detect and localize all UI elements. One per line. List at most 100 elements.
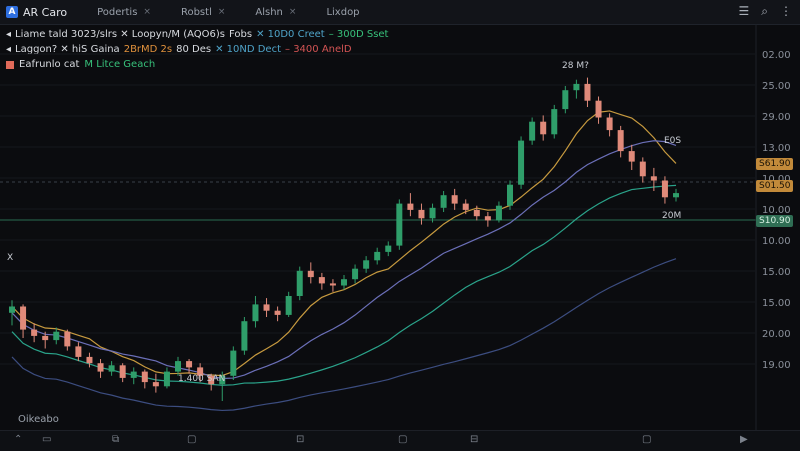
top-icons: ☰ ⌕ ⋮ <box>739 4 793 19</box>
tab-podertis[interactable]: Podertis × <box>97 7 151 18</box>
annotation-label: X <box>7 253 14 263</box>
candle-down <box>595 100 602 118</box>
tab-alshn[interactable]: Alshn × <box>255 7 296 18</box>
candle-up <box>673 193 679 198</box>
more-icon[interactable]: ⋮ <box>780 4 792 18</box>
indicator-legend: ◂ Liame tald 3023/slrs ✕ Loopyn/M (AQO6)… <box>6 27 388 72</box>
close-icon[interactable]: × <box>217 7 226 17</box>
candle-up <box>285 296 292 315</box>
candle-up <box>518 140 525 185</box>
candle-up <box>241 321 248 351</box>
search-icon[interactable]: ⌕ <box>761 4 768 18</box>
legend-text: M Litce Geach <box>84 59 156 70</box>
zoom-icon[interactable]: ⊡ <box>296 434 305 445</box>
logo-icon: A <box>6 6 18 18</box>
tab-robstl[interactable]: Robstl × <box>181 7 225 18</box>
peak-label: 28 M? <box>562 61 589 71</box>
price-axis[interactable]: 02.00 25.00 29.00 13.00 10.00 10.00 10.00 15.00… <box>755 24 791 430</box>
box-icon[interactable]: ▢ <box>398 434 408 445</box>
frame-icon[interactable]: ▢ <box>187 434 197 445</box>
legend-text: – 3400 AnelD <box>285 44 352 55</box>
candle-down <box>208 375 215 385</box>
close-icon[interactable]: × <box>143 7 151 17</box>
price-tag: S61.90 <box>756 158 794 170</box>
legend-row-3[interactable]: Eafrunlo cat M Litce Geach <box>6 57 388 72</box>
candle-down <box>473 209 480 217</box>
play-icon[interactable]: ▶ <box>740 434 748 445</box>
candle-down <box>628 151 635 162</box>
candle-down <box>64 331 71 347</box>
tab-label: Podertis <box>97 6 138 18</box>
candle-up <box>230 350 237 376</box>
candle-up <box>363 260 370 269</box>
price-tag: S10.90 <box>756 215 794 227</box>
annotation-label: E0S <box>664 136 682 146</box>
legend-row-1[interactable]: ◂ Liame tald 3023/slrs ✕ Loopyn/M (AQO6)… <box>6 27 388 42</box>
tab-lixdop[interactable]: Lixdop <box>326 7 359 18</box>
price-axis-label: 19.00 <box>762 360 791 371</box>
candle-down <box>197 367 204 376</box>
candle-up <box>385 245 392 252</box>
snapshot-icon[interactable]: ⊟ <box>470 434 479 445</box>
price-axis-label: 15.00 <box>762 298 791 309</box>
price-axis-label: 02.00 <box>762 50 791 61</box>
candle-down <box>75 346 82 357</box>
candle-down <box>152 382 159 387</box>
candle-down <box>462 203 469 210</box>
candle-up <box>396 203 403 246</box>
candle-down <box>141 371 148 383</box>
close-icon[interactable]: × <box>288 7 297 17</box>
candle-up <box>440 195 447 208</box>
candle-down <box>42 335 49 341</box>
candle-down <box>617 130 624 152</box>
legend-arrow-icon: ◂ <box>6 44 12 55</box>
candle-up <box>341 279 347 286</box>
candle-down <box>263 304 270 311</box>
candle-down <box>606 117 613 131</box>
tab-label: Robstl <box>180 6 212 18</box>
drag-icon[interactable]: ⌃ <box>14 434 23 445</box>
candle-down <box>451 195 458 204</box>
candle-down <box>119 365 126 378</box>
ma-blue-line <box>11 140 677 380</box>
candle-up <box>429 207 436 219</box>
app-logo[interactable]: A AR Caro <box>6 6 67 19</box>
price-axis-label: 20.00 <box>762 329 791 340</box>
candle-down <box>86 356 93 364</box>
candle-down <box>97 363 104 372</box>
compare-icon[interactable]: ⧉ <box>112 434 120 445</box>
candle-down <box>186 361 193 368</box>
candle-up <box>130 371 137 378</box>
chart-grid <box>0 53 756 365</box>
legend-text: 2BrMD 2s <box>123 44 173 55</box>
candle-up <box>252 304 259 322</box>
top-bar: A AR Caro Podertis × Robstl × Alshn × Li… <box>0 0 800 25</box>
legend-text: Liame tald 3023/slrs ✕ Loopyn/M (AQO6)s <box>15 29 225 40</box>
legend-text: Eafrunlo cat <box>19 59 80 70</box>
legend-row-2[interactable]: ◂ Laggon? ✕ hiS Gaina 2BrMD 2s 80 Des ✕ … <box>6 42 388 57</box>
app-title: AR Caro <box>23 5 68 19</box>
candles <box>9 77 679 401</box>
legend-swatch-icon <box>6 60 14 69</box>
bottom-toolbar: ⌃ ▭ ⧉ ▢ ⊡ ▢ ⊟ ▢ ▶ <box>0 430 800 451</box>
candle-up <box>352 268 359 280</box>
tab-strip: Podertis × Robstl × Alshn × Lixdop <box>97 7 389 18</box>
bottom-label: Oikeabo <box>18 414 59 425</box>
price-chart[interactable]: 02.00 25.00 29.00 13.00 10.00 10.00 10.00 15.00… <box>0 24 800 430</box>
tab-label: Alshn <box>255 6 283 18</box>
ma-navy-line <box>11 258 677 412</box>
candle-up <box>507 184 513 206</box>
fullscreen-icon[interactable]: ▢ <box>642 434 652 445</box>
candle-up <box>551 109 558 135</box>
candle-down <box>307 270 314 278</box>
legend-text: ✕ 10ND Dect <box>215 44 282 55</box>
candle-up <box>495 205 502 221</box>
price-axis-label: 10.00 <box>762 205 791 216</box>
candle-up <box>374 251 381 261</box>
layout-icon[interactable]: ▭ <box>42 434 52 445</box>
legend-arrow-icon: ◂ <box>6 29 12 40</box>
candle-down <box>407 203 414 210</box>
candle-down <box>274 310 281 315</box>
menu-icon[interactable]: ☰ <box>738 4 750 18</box>
candle-up <box>108 365 115 372</box>
